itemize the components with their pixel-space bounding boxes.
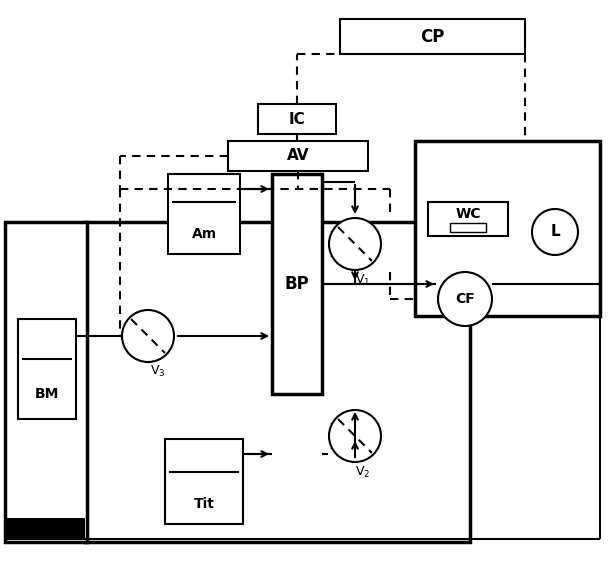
Bar: [5, 222, 87, 542]
Bar: [340, 19, 525, 54]
Text: IC: IC: [289, 112, 305, 127]
Text: AM: AM: [32, 523, 56, 537]
Text: AV: AV: [287, 148, 309, 164]
Text: AM: AM: [34, 522, 58, 536]
Text: V$_2$: V$_2$: [356, 464, 371, 479]
Bar: [272, 174, 322, 394]
Text: WC: WC: [455, 207, 481, 221]
Circle shape: [122, 310, 174, 362]
Bar: [415, 141, 600, 316]
Bar: [165, 439, 243, 524]
Text: BP: BP: [285, 275, 309, 293]
Bar: [428, 202, 508, 236]
Circle shape: [438, 272, 492, 326]
Bar: [85, 222, 470, 542]
Text: V$_3$: V$_3$: [150, 363, 166, 378]
Circle shape: [329, 218, 381, 270]
Text: L: L: [550, 224, 560, 239]
Text: BM: BM: [35, 387, 59, 401]
Bar: [18, 319, 76, 419]
Text: V$_1$: V$_1$: [356, 273, 371, 287]
Bar: [450, 223, 486, 232]
Bar: [168, 174, 240, 254]
Bar: [7, 518, 85, 540]
Bar: [228, 141, 368, 171]
Bar: [258, 104, 336, 134]
Text: CP: CP: [421, 27, 445, 46]
Circle shape: [532, 209, 578, 255]
Text: CF: CF: [455, 292, 475, 306]
Text: Tit: Tit: [193, 497, 214, 511]
Text: Am: Am: [192, 227, 217, 241]
Circle shape: [329, 410, 381, 462]
